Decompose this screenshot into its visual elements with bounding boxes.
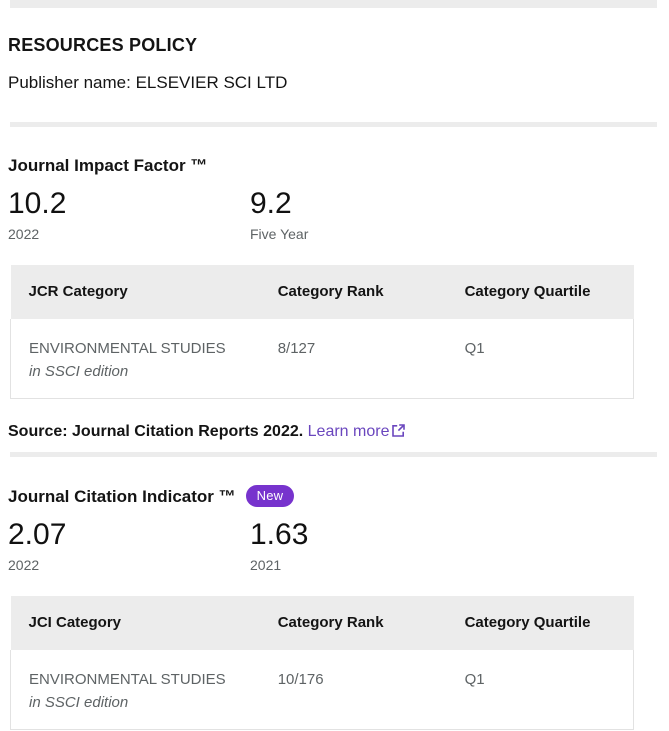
jcr-category-table: JCR Category Category Rank Category Quar… [9, 265, 634, 399]
column-header-category-quartile: Category Quartile [446, 265, 634, 319]
jci-stat-previous: 1.63 2021 [250, 518, 492, 574]
jci-stats: 2.07 2022 1.63 2021 [8, 518, 669, 574]
jci-stat-current: 2.07 2022 [8, 518, 250, 574]
table-row: ENVIRONMENTAL STUDIES in SSCI edition 8/… [9, 319, 634, 399]
jif-section: Journal Impact Factor ™ 10.2 2022 9.2 Fi… [0, 155, 669, 444]
jci-value: 2.07 [8, 518, 67, 551]
section-divider [10, 122, 657, 127]
column-header-category-rank: Category Rank [259, 265, 447, 319]
new-badge: New [245, 485, 295, 507]
jif-value-label: 2022 [8, 226, 40, 242]
jif-stat-current: 10.2 2022 [8, 187, 250, 243]
learn-more-label[interactable]: Learn more [307, 423, 390, 440]
jif-heading: Journal Impact Factor ™ [8, 155, 669, 176]
table-row: ENVIRONMENTAL STUDIES in SSCI edition 10… [9, 650, 634, 730]
cell-category: ENVIRONMENTAL STUDIES in SSCI edition [9, 650, 260, 730]
learn-more-link[interactable]: Learn more [308, 423, 407, 440]
external-link-icon[interactable] [391, 423, 406, 444]
jci-previous-label: 2021 [250, 557, 282, 573]
category-name: ENVIRONMENTAL STUDIES [29, 340, 226, 357]
source-line: Source: Journal Citation Reports 2022. L… [8, 422, 669, 444]
cell-quartile: Q1 [446, 650, 634, 730]
column-header-category-rank: Category Rank [259, 596, 447, 650]
cell-rank: 10/176 [259, 650, 447, 730]
section-divider [10, 452, 657, 457]
category-edition: in SSCI edition [29, 694, 129, 711]
category-edition: in SSCI edition [29, 363, 129, 380]
column-header-jci-category: JCI Category [10, 596, 260, 650]
column-header-jcr-category: JCR Category [10, 265, 260, 319]
jif-heading-label: Journal Impact Factor ™ [8, 156, 208, 175]
jif-five-year-label: Five Year [250, 226, 309, 242]
cell-rank: 8/127 [259, 319, 447, 399]
jci-heading: Journal Citation Indicator ™ New [8, 485, 669, 507]
publisher-name: Publisher name: ELSEVIER SCI LTD [8, 73, 288, 92]
jif-stats: 10.2 2022 9.2 Five Year [8, 187, 669, 243]
jci-heading-label: Journal Citation Indicator ™ [8, 486, 236, 506]
jci-section: Journal Citation Indicator ™ New 2.07 20… [0, 485, 669, 730]
column-header-category-quartile: Category Quartile [446, 596, 634, 650]
table-header-row: JCR Category Category Rank Category Quar… [10, 265, 634, 319]
cell-quartile: Q1 [446, 319, 634, 399]
jci-category-table: JCI Category Category Rank Category Quar… [9, 596, 634, 730]
cell-category: ENVIRONMENTAL STUDIES in SSCI edition [9, 319, 260, 399]
table-header-row: JCI Category Category Rank Category Quar… [10, 596, 634, 650]
jif-stat-five-year: 9.2 Five Year [250, 187, 492, 243]
source-text: Source: Journal Citation Reports 2022. [8, 423, 304, 440]
top-divider [10, 0, 657, 8]
jif-five-year-value: 9.2 [250, 187, 292, 220]
jci-value-label: 2022 [8, 557, 40, 573]
jci-previous-value: 1.63 [250, 518, 309, 551]
page-title: RESOURCES POLICY [8, 35, 198, 55]
category-name: ENVIRONMENTAL STUDIES [29, 671, 226, 688]
jif-value: 10.2 [8, 187, 67, 220]
